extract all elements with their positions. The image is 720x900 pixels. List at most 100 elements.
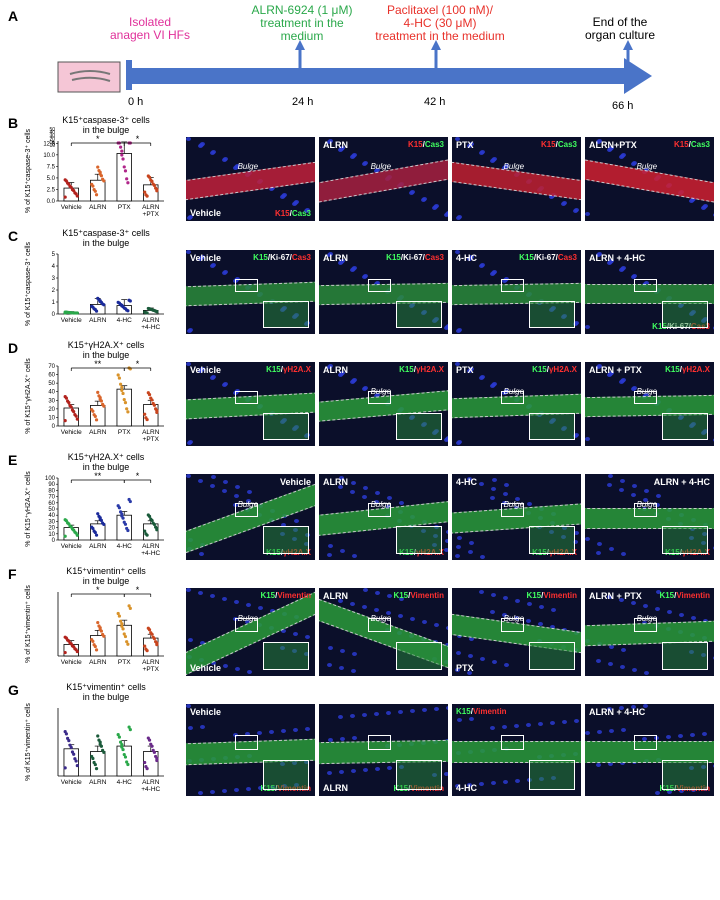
nucleus <box>200 367 205 371</box>
data-point <box>97 624 101 628</box>
x-tick-label: +4-HC <box>141 324 160 331</box>
y-tick-label: 0 <box>52 424 56 430</box>
nucleus <box>620 665 625 669</box>
data-point <box>149 307 153 311</box>
x-tick-label: Vehicle <box>61 317 82 324</box>
nucleus <box>351 481 356 485</box>
stain-marker: K15 <box>673 140 689 149</box>
data-point <box>90 182 94 186</box>
nucleus <box>480 263 485 267</box>
data-point <box>155 310 159 314</box>
magnified-inset <box>396 760 442 790</box>
nucleus <box>328 544 333 548</box>
nucleus <box>328 738 333 742</box>
data-point <box>144 532 148 536</box>
data-point <box>117 735 121 739</box>
data-point <box>125 308 129 312</box>
nucleus <box>503 492 508 496</box>
nucleus <box>573 540 578 544</box>
timeline-event-label: Paclitaxel (100 nM)/ 4-HC (30 μM) treatm… <box>375 3 505 43</box>
nucleus <box>526 619 531 623</box>
data-point <box>120 388 124 392</box>
magnified-inset <box>529 412 575 440</box>
nucleus <box>246 603 251 607</box>
x-tick-label: Vehicle <box>61 429 82 436</box>
region-label: Bulge <box>503 162 525 172</box>
nucleus <box>469 142 474 146</box>
y-tick-label: 70 <box>48 364 55 370</box>
nucleus <box>551 608 556 612</box>
nucleus <box>350 490 355 494</box>
nucleus <box>690 733 695 737</box>
micrograph: PTX K15/Cas3 Bulge <box>452 137 581 221</box>
data-point <box>149 742 153 746</box>
data-point <box>123 169 128 173</box>
nucleus <box>222 597 227 601</box>
data-point <box>155 643 159 647</box>
data-point <box>68 184 72 188</box>
stain-marker: Vimentin <box>676 591 710 600</box>
data-point <box>151 182 155 186</box>
magnified-inset <box>662 760 708 790</box>
nucleus <box>398 614 403 618</box>
data-point <box>98 397 102 401</box>
nucleus <box>410 190 415 194</box>
nucleus <box>678 734 683 738</box>
bar-chart: K15⁺vimentin⁺ cells in the bulge% of K15… <box>20 566 170 680</box>
nucleus <box>375 168 380 172</box>
timeline-svg <box>57 40 652 94</box>
nucleus <box>490 610 495 614</box>
region-label: Bulge <box>370 162 392 172</box>
nucleus <box>445 539 448 543</box>
nucleus <box>643 704 648 708</box>
nucleus <box>631 601 636 605</box>
nucleus <box>527 602 532 606</box>
data-point <box>117 376 121 380</box>
data-point <box>66 736 70 740</box>
x-tick-label: ALRN <box>142 204 160 211</box>
data-point <box>149 517 153 521</box>
nucleus <box>363 768 368 772</box>
stain-marker: Vimentin <box>277 591 311 600</box>
data-point <box>70 750 75 754</box>
data-point <box>144 416 148 420</box>
x-tick-label: PTX <box>118 659 131 666</box>
stain-label: K15/Cas3 <box>275 209 311 218</box>
condition-label: ALRN <box>323 140 348 150</box>
data-point <box>122 520 126 524</box>
stain-marker: γH2A.X <box>415 365 444 374</box>
data-point <box>63 650 67 655</box>
nucleus <box>468 550 473 554</box>
nucleus <box>607 483 612 487</box>
condition-label: Vehicle <box>190 663 222 673</box>
nucleus <box>455 784 460 788</box>
nucleus <box>619 706 624 710</box>
stain-label: K15/γH2A.X <box>399 365 444 374</box>
nucleus <box>502 725 507 729</box>
stain-marker: K15 <box>274 209 290 218</box>
inset-source-box <box>634 390 657 405</box>
x-tick-label: Vehicle <box>61 779 82 786</box>
nucleus <box>269 730 274 734</box>
nucleus <box>294 519 299 523</box>
data-point <box>119 145 123 149</box>
nucleus <box>667 790 672 794</box>
data-point <box>94 648 99 652</box>
timeline-start-tick <box>126 60 132 90</box>
region-label: Bulge <box>237 499 259 509</box>
inset-source-box <box>235 390 258 405</box>
nucleus <box>457 215 462 219</box>
chart-title: K15⁺vimentin⁺ cells in the bulge <box>66 566 146 586</box>
nucleus <box>631 705 636 709</box>
inset-source-box <box>634 503 657 518</box>
stain-label: K15/Cas3 <box>541 140 577 149</box>
nucleus <box>444 548 448 552</box>
hair-follicle-outer-root-sheath <box>585 283 714 305</box>
data-point <box>94 418 99 422</box>
nucleus <box>597 364 602 368</box>
nucleus <box>644 393 649 397</box>
bar-chart: K15⁺caspase-3⁺ cells in the bulge% of K1… <box>20 228 170 338</box>
y-tick-label: 4 <box>52 264 56 270</box>
stain-marker: Cas3 <box>557 253 577 262</box>
